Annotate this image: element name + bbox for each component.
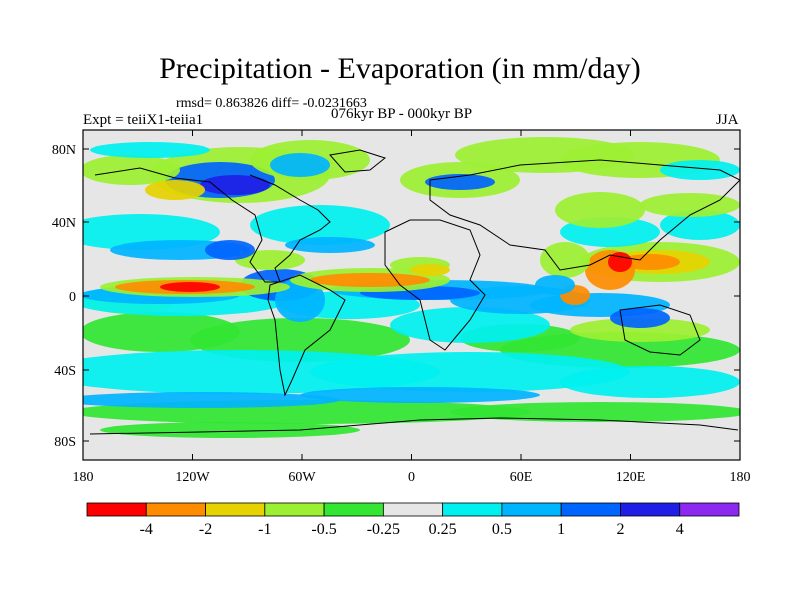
field-patch [608, 252, 632, 272]
coastline [267, 274, 346, 397]
chart-title: Precipitation - Evaporation (in mm/day) [159, 52, 641, 85]
lon-axis: 180 120W 60W 0 60E 120E 180 [73, 130, 751, 485]
lon-tick-label: 180 [730, 470, 751, 485]
lat-tick-label: 40N [52, 216, 76, 231]
field-patch [540, 242, 590, 278]
colorbar-label: 4 [676, 521, 684, 538]
field-patch [160, 282, 220, 292]
field-patch [90, 142, 210, 158]
field-patch [560, 366, 740, 398]
field-patch [83, 155, 180, 185]
field-patch [200, 175, 270, 195]
field-patch [660, 210, 740, 240]
lat-tick-label: 0 [69, 290, 76, 305]
lat-tick-label: 80N [52, 143, 76, 158]
lon-tick-label: 120E [616, 470, 646, 485]
colorbar-swatch [560, 502, 621, 517]
season-label: JJA [716, 112, 739, 128]
colorbar-label: -4 [140, 521, 153, 538]
field-patch [610, 308, 670, 328]
field-patch [83, 392, 340, 408]
field-patch [570, 318, 710, 342]
lon-tick-label: 180 [73, 470, 94, 485]
colorbar-label: 2 [616, 521, 624, 538]
field-patch [205, 240, 255, 260]
field-patch [270, 153, 330, 177]
colorbar-label: 0.5 [492, 521, 512, 538]
field-patch [410, 264, 450, 276]
lat-tick-label: 40S [54, 364, 76, 379]
colorbar-swatch [442, 502, 503, 517]
colorbar-swatch [679, 502, 740, 517]
colorbar-swatch [382, 502, 444, 517]
colorbar-swatch [620, 502, 681, 517]
coastline [429, 159, 740, 271]
field-patch [250, 205, 390, 245]
field-patch [285, 237, 375, 253]
colorbar-swatch [86, 502, 147, 517]
lon-tick-label: 120W [175, 470, 210, 485]
field-patch [555, 192, 645, 228]
field-patch [310, 352, 630, 392]
colorbar-swatch [323, 502, 384, 517]
lon-tick-label: 0 [408, 470, 415, 485]
field-patch [535, 275, 575, 295]
colorbar-swatch [145, 502, 206, 517]
coastline [329, 149, 387, 173]
field-patch [300, 387, 540, 403]
colorbar-label: -0.25 [367, 521, 400, 538]
colorbar-label: 1 [557, 521, 565, 538]
colorbar-label: -2 [199, 521, 212, 538]
coastline [384, 219, 486, 351]
field-patch [390, 307, 550, 343]
colorbar-swatch [501, 502, 562, 517]
colorbar-label: -0.5 [311, 521, 336, 538]
coastline [619, 304, 701, 356]
field-patch [145, 180, 205, 200]
lat-tick-label: 80S [54, 435, 76, 450]
field-patch [310, 273, 430, 287]
field-patch [100, 422, 360, 438]
stats-line: rmsd= 0.863826 diff= -0.0231663 [176, 96, 367, 111]
colorbar-label: -1 [258, 521, 271, 538]
pe-field [83, 130, 740, 460]
field-patch [450, 402, 740, 422]
colorbar-label: 0.25 [429, 521, 457, 538]
colorbar-swatch [264, 502, 325, 517]
colorbar: -4 -2 -1 -0.5 -0.25 0.25 0.5 1 2 4 [86, 502, 740, 538]
field-patch [640, 193, 740, 217]
field-patch [620, 254, 680, 270]
field-patch [660, 160, 740, 180]
lat-axis: 80N 40N 0 40S 80S [52, 143, 740, 450]
experiment-label: Expt = teiiX1-teiia1 [83, 112, 204, 128]
coastline [89, 417, 739, 435]
period-label: 076kyr BP - 000kyr BP [331, 106, 473, 122]
lon-tick-label: 60W [288, 470, 316, 485]
coastlines [89, 149, 740, 435]
lon-tick-label: 60E [510, 470, 533, 485]
colorbar-swatch [205, 502, 266, 517]
